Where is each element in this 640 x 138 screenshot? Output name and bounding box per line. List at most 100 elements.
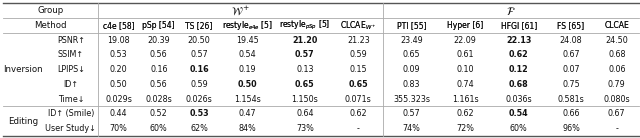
Text: 96%: 96% — [562, 124, 580, 133]
Text: PSNR↑: PSNR↑ — [57, 36, 85, 45]
Text: 0.59: 0.59 — [349, 51, 367, 59]
Text: 73%: 73% — [296, 124, 314, 133]
Text: 24.08: 24.08 — [560, 36, 582, 45]
Text: 21.23: 21.23 — [347, 36, 370, 45]
Text: 0.52: 0.52 — [150, 109, 168, 118]
Text: 72%: 72% — [456, 124, 474, 133]
Text: restyle$_{e4e}$ [5]: restyle$_{e4e}$ [5] — [222, 19, 273, 32]
FancyBboxPatch shape — [333, 18, 383, 33]
Text: 0.67: 0.67 — [562, 51, 580, 59]
Text: HFGI [61]: HFGI [61] — [500, 21, 537, 30]
Text: pSp [54]: pSp [54] — [143, 21, 175, 30]
Text: $\mathcal{W}^+$: $\mathcal{W}^+$ — [231, 5, 250, 17]
Text: 0.53: 0.53 — [109, 51, 127, 59]
Text: 0.65: 0.65 — [349, 80, 368, 89]
Text: ID↑: ID↑ — [63, 80, 79, 89]
Text: 0.50: 0.50 — [109, 80, 127, 89]
Text: CLCAE$_{W^+}$: CLCAE$_{W^+}$ — [340, 19, 376, 32]
Text: restyle$_{e4e}$ [5]: restyle$_{e4e}$ [5] — [222, 19, 273, 32]
Text: c4e [58]: c4e [58] — [102, 21, 134, 30]
FancyBboxPatch shape — [440, 18, 490, 33]
Text: 19.08: 19.08 — [108, 36, 130, 45]
Text: CLCAE$_{W^+}$: CLCAE$_{W^+}$ — [340, 19, 376, 32]
Text: 0.61: 0.61 — [456, 51, 474, 59]
Text: 1.154s: 1.154s — [234, 95, 261, 104]
Text: 0.62: 0.62 — [349, 109, 367, 118]
Text: 0.09: 0.09 — [403, 65, 420, 74]
Text: restyle$_{pSp}$ [5]: restyle$_{pSp}$ [5] — [279, 19, 330, 32]
Text: 19.45: 19.45 — [236, 36, 259, 45]
Text: FS [65]: FS [65] — [557, 21, 584, 30]
Text: 0.036s: 0.036s — [506, 95, 532, 104]
FancyBboxPatch shape — [179, 18, 219, 33]
Text: 20.50: 20.50 — [188, 36, 211, 45]
Text: 0.16: 0.16 — [189, 65, 209, 74]
Text: Time↓: Time↓ — [58, 95, 84, 104]
Text: 74%: 74% — [403, 124, 420, 133]
Text: 62%: 62% — [190, 124, 208, 133]
Text: 0.19: 0.19 — [239, 65, 257, 74]
Text: LPIPS↓: LPIPS↓ — [57, 65, 85, 74]
Text: 22.13: 22.13 — [506, 36, 531, 45]
Text: 0.16: 0.16 — [150, 65, 168, 74]
Text: 1.150s: 1.150s — [291, 95, 318, 104]
FancyBboxPatch shape — [595, 18, 639, 33]
Text: HFGI [61]: HFGI [61] — [500, 21, 537, 30]
Text: 0.56: 0.56 — [150, 80, 168, 89]
Text: 0.59: 0.59 — [190, 80, 208, 89]
Text: 0.68: 0.68 — [509, 80, 529, 89]
Text: 0.54: 0.54 — [509, 109, 529, 118]
Text: CLCAE: CLCAE — [604, 21, 629, 30]
Text: 0.13: 0.13 — [296, 65, 314, 74]
Text: 0.026s: 0.026s — [186, 95, 212, 104]
Text: 0.54: 0.54 — [239, 51, 257, 59]
Text: 0.62: 0.62 — [456, 109, 474, 118]
Text: 22.09: 22.09 — [454, 36, 477, 45]
Text: 0.57: 0.57 — [403, 109, 420, 118]
Text: User Study↓: User Study↓ — [45, 124, 97, 133]
Text: Hyper [6]: Hyper [6] — [447, 21, 483, 30]
Text: SSIM↑: SSIM↑ — [58, 51, 84, 59]
Text: 0.62: 0.62 — [509, 51, 529, 59]
Text: 0.50: 0.50 — [238, 80, 257, 89]
Text: Hyper [6]: Hyper [6] — [447, 21, 483, 30]
Text: 0.65: 0.65 — [295, 80, 315, 89]
Text: 0.65: 0.65 — [403, 51, 420, 59]
Text: pSp [54]: pSp [54] — [143, 21, 175, 30]
Text: 0.56: 0.56 — [150, 51, 168, 59]
Text: 23.49: 23.49 — [401, 36, 423, 45]
Text: 0.75: 0.75 — [562, 80, 580, 89]
Text: 0.47: 0.47 — [239, 109, 257, 118]
Text: -: - — [357, 124, 360, 133]
Text: Group: Group — [38, 6, 64, 15]
Text: 0.57: 0.57 — [190, 51, 208, 59]
Text: FS [65]: FS [65] — [557, 21, 584, 30]
Text: Method: Method — [35, 21, 67, 30]
Text: 0.83: 0.83 — [403, 80, 420, 89]
Text: 0.080s: 0.080s — [604, 95, 630, 104]
Text: 1.161s: 1.161s — [452, 95, 479, 104]
Text: 0.07: 0.07 — [562, 65, 580, 74]
Text: 0.53: 0.53 — [189, 109, 209, 118]
Text: Editing: Editing — [8, 117, 38, 126]
FancyBboxPatch shape — [99, 18, 139, 33]
Text: 0.20: 0.20 — [109, 65, 127, 74]
Text: 0.66: 0.66 — [563, 109, 580, 118]
Text: 84%: 84% — [239, 124, 257, 133]
Text: 0.06: 0.06 — [608, 65, 625, 74]
Text: 0.64: 0.64 — [296, 109, 314, 118]
Text: 24.50: 24.50 — [605, 36, 628, 45]
Text: restyle$_{pSp}$ [5]: restyle$_{pSp}$ [5] — [279, 19, 330, 32]
Text: 0.581s: 0.581s — [557, 95, 584, 104]
Text: TS [26]: TS [26] — [186, 21, 212, 30]
Text: -: - — [615, 124, 618, 133]
Text: 0.79: 0.79 — [608, 80, 626, 89]
FancyBboxPatch shape — [547, 18, 595, 33]
Text: TS [26]: TS [26] — [186, 21, 212, 30]
FancyBboxPatch shape — [383, 18, 440, 33]
Text: 0.12: 0.12 — [509, 65, 529, 74]
Text: 0.071s: 0.071s — [345, 95, 372, 104]
Text: PTI [55]: PTI [55] — [397, 21, 427, 30]
Text: 60%: 60% — [150, 124, 168, 133]
Text: 355.323s: 355.323s — [393, 95, 430, 104]
